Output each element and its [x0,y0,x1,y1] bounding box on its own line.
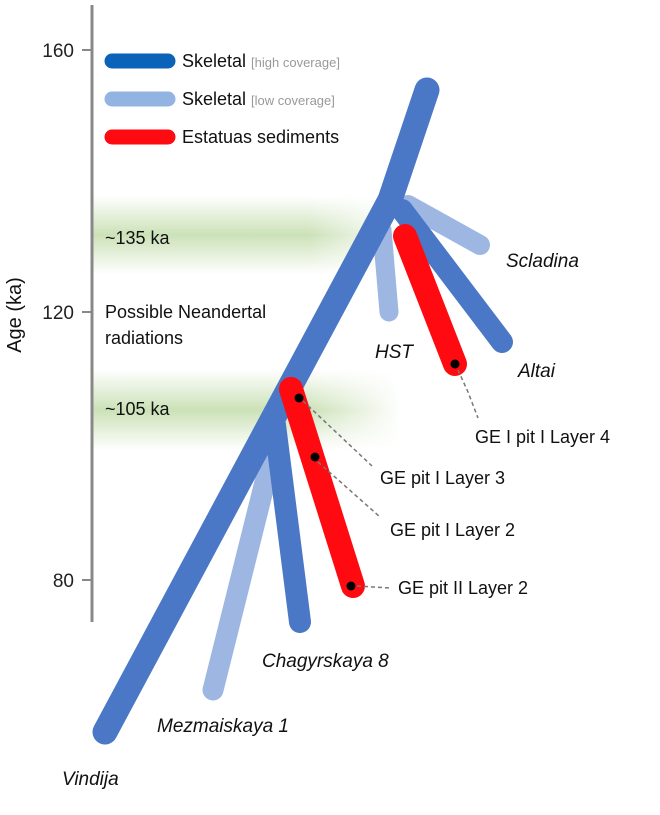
annotation-line-1: Possible Neandertal [105,302,266,322]
legend-item-high: Skeletal [high coverage] [182,51,340,71]
leader-ge1-pit1-layer4 [457,369,479,419]
branch-mezmaiskaya [202,439,284,701]
sample-dot-pit2-layer2 [346,581,356,591]
sediment-bar-early [393,224,467,376]
sample-label-ge1-pit1-layer4: GE I pit I Layer 4 [475,427,610,447]
branch-hst [372,220,399,322]
lineage-label-hst: HST [375,342,414,363]
lineage-label-vindija: Vindija [62,769,119,790]
band-105 [92,370,402,450]
sediment-bar-late [279,377,365,598]
sample-dot-pit1-layer3 [294,393,304,403]
branch-scladina [398,195,490,255]
band-label-105: ~105 ka [105,399,171,419]
y-axis-title: Age (ka) [4,277,26,353]
lineage-label-altai: Altai [517,361,556,382]
sample-dot-pit1-layer2 [310,452,320,462]
lineage-label-chagyrskaya: Chagyrskaya 8 [262,651,389,672]
sample-label-pit2-layer2: GE pit II Layer 2 [398,578,528,598]
leader-pit2-layer2 [356,585,391,589]
sample-label-pit1-layer2: GE pit I Layer 2 [390,520,515,540]
band-label-135: ~135 ka [105,228,171,248]
lineage-label-scladina: Scladina [506,251,579,272]
tick-label-80: 80 [53,571,74,592]
branch-chagyrskaya [264,414,311,633]
sample-dot-ge1-pit1-layer4 [450,359,460,369]
branch-trunk [92,187,403,745]
legend-item-sediment: Estatuas sediments [182,127,339,147]
branch-altai [391,199,513,353]
tick-label-120: 120 [42,303,74,324]
legend-item-low: Skeletal [low coverage] [182,89,335,109]
tick-label-160: 160 [42,41,74,62]
sample-label-pit1-layer3: GE pit I Layer 3 [380,468,505,488]
branch-upper [377,77,440,213]
annotation-line-2: radiations [105,328,183,348]
lineage-label-mezmaiskaya: Mezmaiskaya 1 [157,716,289,737]
leader-pit1-layer3 [302,400,373,467]
